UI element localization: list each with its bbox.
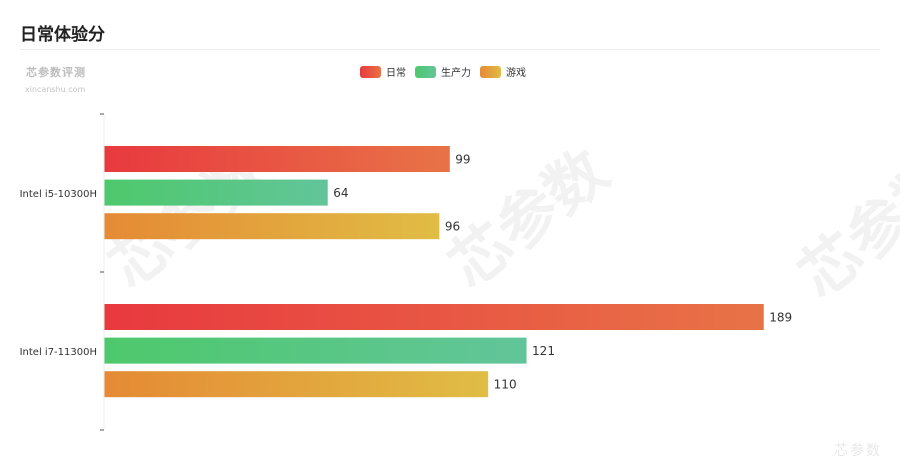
legend-swatch-gaming — [480, 65, 501, 78]
y-tick-label: Intel i7-11300H — [20, 347, 97, 358]
legend-label-daily: 日常 — [386, 68, 406, 79]
data-label: 96 — [445, 220, 460, 234]
legend-swatch-daily — [360, 65, 381, 78]
bar-daily[interactable] — [104, 304, 764, 330]
watermark-text: 芯参数 — [786, 146, 900, 312]
bar-productivity[interactable] — [104, 179, 328, 206]
bar-daily[interactable] — [104, 146, 450, 172]
data-label: 121 — [532, 344, 555, 358]
legend-item-gaming[interactable]: 游戏 — [480, 64, 526, 79]
bar-gaming[interactable] — [104, 213, 440, 240]
bars-layer: Intel i5-10300H 99 64 96 Intel i7-11300H 189 1… — [20, 146, 792, 398]
y-tick-label: Intel i5-10300H — [20, 189, 97, 200]
bar-productivity[interactable] — [104, 337, 527, 364]
legend-item-productivity[interactable]: 生产力 — [415, 64, 471, 79]
data-label: 110 — [494, 378, 517, 392]
y-axis — [100, 113, 105, 431]
data-label: 99 — [455, 153, 470, 167]
brand-url: xincanshu.com — [25, 85, 86, 94]
chart-title: 日常体验分 — [20, 25, 105, 45]
bar-gaming[interactable] — [104, 371, 489, 398]
data-label: 189 — [769, 311, 792, 325]
footer-watermark: 芯参数 — [834, 443, 882, 459]
brand-name: 芯参数评测 — [26, 66, 86, 79]
legend-label-productivity: 生产力 — [441, 68, 471, 79]
title-divider — [20, 49, 880, 50]
legend-item-daily[interactable]: 日常 — [360, 64, 406, 79]
legend-label-gaming: 游戏 — [506, 68, 526, 79]
chart-legend: 日常 生产力 游戏 — [360, 64, 535, 79]
legend-swatch-productivity — [415, 65, 436, 78]
data-label: 64 — [333, 186, 348, 200]
